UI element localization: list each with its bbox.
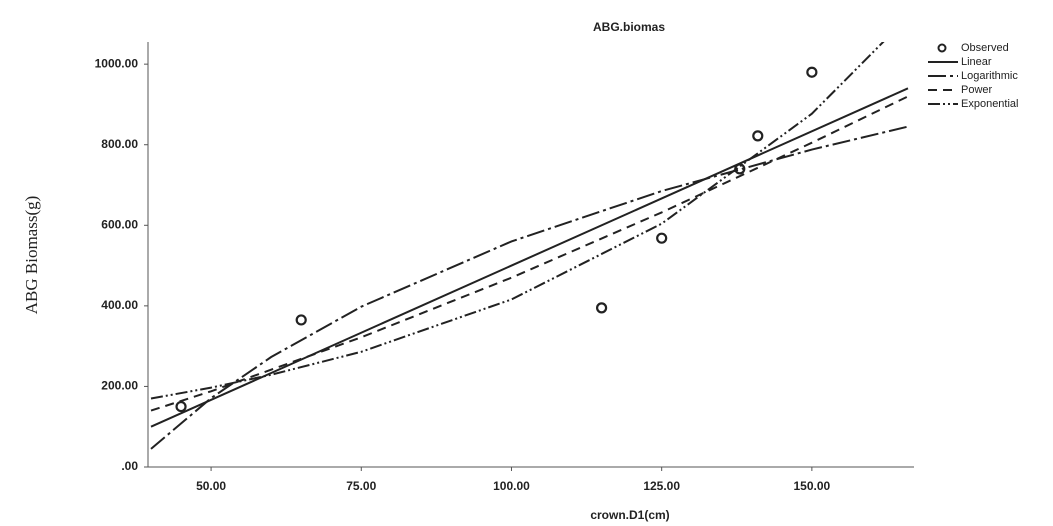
y-tick-label: 600.00	[101, 217, 138, 231]
y-tick-label: 200.00	[101, 379, 138, 393]
y-tick-label: 400.00	[101, 298, 138, 312]
fit-line	[150, 87, 909, 428]
x-axis-label: crown.D1(cm)	[590, 508, 669, 522]
x-tick-label: 150.00	[794, 479, 831, 493]
observed-point	[595, 302, 608, 314]
y-tick-label: 800.00	[101, 137, 138, 151]
fit-line	[150, 125, 909, 450]
chart-title: ABG.biomas	[593, 20, 665, 34]
x-tick-label: 50.00	[196, 479, 226, 493]
legend-marker	[937, 43, 947, 53]
legend-label: Exponential	[961, 98, 1019, 110]
legend-label: Logarithmic	[961, 70, 1018, 82]
y-tick-label: .00	[121, 459, 138, 473]
fit-line	[150, 42, 885, 400]
observed-point	[656, 232, 668, 244]
legend-label: Power	[961, 84, 993, 96]
observed-point	[752, 130, 764, 142]
plot-area	[150, 42, 909, 450]
observed-point	[175, 400, 187, 413]
observed-point	[295, 314, 307, 326]
y-axis-label: ABG Biomass(g)	[22, 196, 41, 315]
x-tick-label: 75.00	[346, 479, 376, 493]
legend-label: Observed	[961, 42, 1009, 54]
observed-point	[806, 66, 818, 78]
fit-line	[150, 95, 909, 412]
legend-label: Linear	[961, 56, 992, 68]
x-tick-label: 100.00	[493, 479, 530, 493]
x-tick-label: 125.00	[643, 479, 680, 493]
y-tick-label: 1000.00	[95, 56, 139, 70]
